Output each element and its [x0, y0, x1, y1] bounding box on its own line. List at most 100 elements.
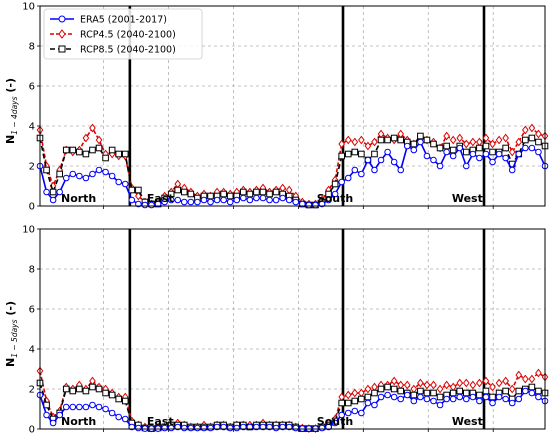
data-point	[522, 387, 529, 395]
data-point	[377, 156, 385, 164]
data-point	[476, 144, 483, 152]
data-point	[207, 424, 214, 432]
data-point	[351, 166, 359, 174]
data-point	[403, 391, 411, 399]
data-point	[443, 148, 450, 156]
y-tick-label: 6	[29, 82, 35, 93]
data-point	[515, 137, 523, 147]
data-point	[436, 162, 444, 170]
data-point	[358, 135, 365, 145]
data-point	[397, 166, 405, 174]
data-point	[462, 148, 470, 156]
data-point	[154, 200, 162, 208]
data-point	[253, 194, 260, 202]
data-point	[423, 152, 431, 160]
data-point	[358, 395, 365, 403]
data-point	[338, 152, 345, 160]
data-point	[430, 140, 437, 148]
data-point	[344, 174, 352, 182]
data-point	[489, 393, 496, 401]
data-point	[272, 196, 280, 204]
data-point	[403, 380, 411, 390]
data-point	[128, 186, 136, 194]
y-tick-label: 6	[29, 305, 35, 316]
y-tick-label: 0	[29, 202, 35, 213]
data-point	[462, 162, 470, 170]
data-point	[338, 399, 345, 407]
legend-box	[43, 8, 203, 60]
data-point	[351, 397, 359, 405]
data-point	[364, 141, 372, 151]
data-point	[390, 385, 398, 393]
data-point	[121, 397, 129, 405]
data-point	[377, 393, 385, 401]
data-point	[430, 389, 437, 397]
data-point	[449, 395, 457, 403]
data-point	[233, 196, 241, 204]
data-point	[384, 383, 391, 391]
data-point	[167, 196, 175, 204]
y-tick-label: 10	[22, 225, 35, 236]
data-point	[384, 136, 391, 144]
data-point	[522, 374, 529, 384]
region-label: South	[317, 415, 353, 428]
data-point	[371, 137, 378, 147]
data-point	[220, 196, 227, 204]
data-point	[272, 424, 280, 432]
data-point	[49, 196, 57, 204]
data-point	[489, 158, 496, 166]
data-point	[95, 166, 103, 174]
data-point	[535, 387, 542, 395]
data-point	[279, 423, 286, 431]
data-point	[430, 397, 437, 405]
region-label: North	[61, 192, 96, 205]
legend: ERA5 (2001-2017) RCP4.5 (2040-2100) RCP8.5…	[43, 8, 203, 60]
data-point	[502, 387, 509, 395]
data-point	[397, 136, 405, 144]
data-point	[108, 146, 116, 154]
data-point	[259, 423, 267, 431]
data-point	[69, 146, 77, 154]
data-point	[69, 170, 77, 178]
data-point	[187, 190, 195, 198]
data-point	[115, 395, 123, 403]
data-point	[358, 170, 365, 178]
data-point	[207, 192, 214, 200]
data-point	[266, 196, 273, 204]
data-point	[121, 180, 129, 188]
y-tick-label: 10	[22, 2, 35, 13]
data-point	[344, 409, 352, 417]
data-point	[371, 166, 378, 174]
data-point	[476, 397, 483, 405]
data-point	[449, 135, 457, 145]
data-point	[325, 196, 332, 204]
data-point	[240, 194, 247, 202]
data-point	[285, 185, 293, 195]
data-point	[174, 423, 182, 431]
data-point	[305, 201, 313, 209]
data-point	[502, 376, 509, 386]
data-point	[49, 188, 57, 196]
data-point	[462, 395, 470, 403]
y-tick-label: 0	[29, 425, 35, 436]
data-point	[266, 423, 273, 431]
data-point	[528, 383, 536, 391]
y-tick-label: 4	[29, 122, 35, 133]
y-tick-label: 2	[29, 385, 35, 396]
data-point	[102, 389, 109, 397]
data-point	[528, 123, 536, 133]
data-point	[476, 378, 483, 388]
data-point	[102, 168, 109, 176]
data-point	[410, 391, 418, 399]
data-point	[299, 200, 306, 208]
data-point	[535, 148, 542, 156]
data-point	[226, 192, 234, 200]
data-point	[331, 419, 339, 427]
data-point	[226, 198, 234, 206]
data-point	[358, 409, 365, 417]
y-axis-label: N1 − 5days (-)	[4, 301, 19, 367]
data-point	[279, 183, 286, 193]
data-point	[82, 174, 90, 182]
panel-2: 0 2 4 6 8 10 N1 − 5days (-) North East South West	[4, 225, 549, 436]
data-point	[69, 387, 77, 395]
